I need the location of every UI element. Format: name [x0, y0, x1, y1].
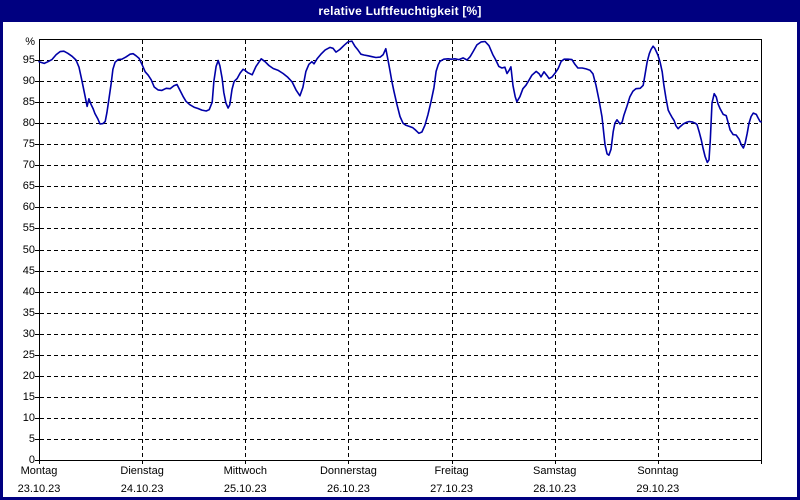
x-axis-day-label: Montag	[20, 465, 58, 477]
y-axis-label: 50	[22, 243, 35, 256]
y-axis-label: 95	[22, 54, 35, 67]
y-axis-label: 40	[22, 285, 35, 298]
x-axis-day-label: Donnerstag	[319, 465, 377, 477]
y-axis-label: 45	[22, 264, 35, 277]
y-axis-label: 5	[28, 432, 35, 445]
y-axis-label: 90	[22, 75, 35, 88]
x-axis-date-label: 25.10.23	[223, 483, 267, 495]
y-axis-label: 80	[22, 117, 35, 130]
y-axis-label: 0	[28, 454, 35, 466]
y-axis-label: 75	[22, 138, 35, 151]
x-axis-date-label: 27.10.23	[430, 483, 473, 495]
y-axis-label: 70	[22, 159, 35, 172]
y-axis-label: 60	[22, 201, 35, 214]
title-bar: relative Luftfeuchtigkeit [%]	[0, 0, 800, 22]
y-axis-label: 25	[22, 348, 35, 361]
x-axis-day-label: Sonntag	[637, 465, 679, 477]
y-axis-label: 35	[22, 306, 35, 319]
y-axis-label: 55	[22, 222, 35, 235]
x-axis-date-label: 28.10.23	[533, 483, 577, 495]
y-axis-label: 65	[22, 180, 35, 193]
y-axis-label: 30	[22, 327, 35, 340]
x-axis-day-label: Samstag	[532, 465, 577, 477]
x-axis-date-label: 23.10.23	[17, 483, 61, 495]
chart-title: relative Luftfeuchtigkeit [%]	[318, 4, 482, 18]
x-axis-date-label: 26.10.23	[327, 483, 370, 495]
y-axis-label: 10	[22, 411, 35, 424]
x-axis-day-label: Mittwoch	[223, 465, 267, 477]
x-axis-day-label: Dienstag	[120, 465, 164, 477]
x-axis-date-label: 24.10.23	[120, 483, 164, 495]
x-axis-date-label: 29.10.23	[636, 483, 680, 495]
y-axis-unit-label: %	[25, 36, 35, 48]
y-axis-label: 85	[22, 96, 35, 109]
y-axis-label: 15	[22, 390, 35, 403]
x-axis-day-label: Freitag	[434, 465, 469, 477]
y-axis-label: 20	[22, 369, 35, 382]
chart-canvas	[3, 22, 797, 497]
